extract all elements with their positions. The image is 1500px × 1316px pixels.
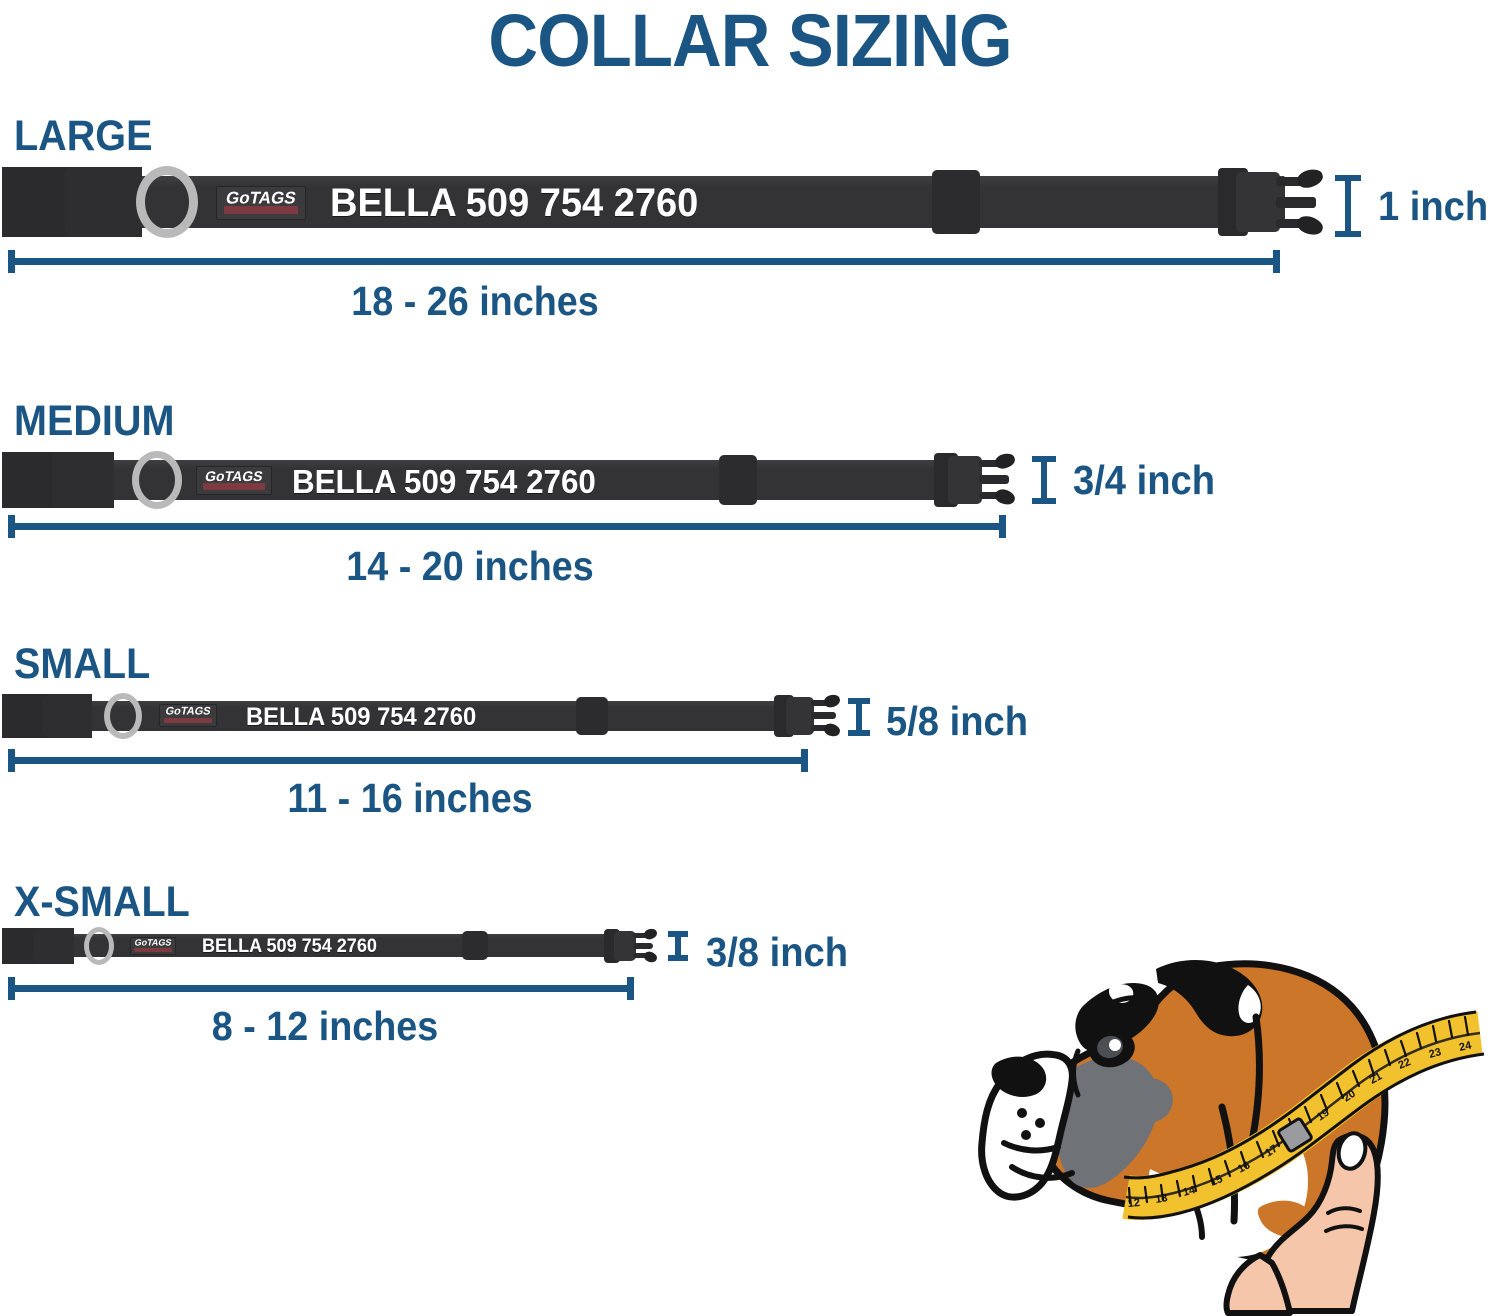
- d-ring: [104, 693, 142, 739]
- svg-text:17: 17: [1263, 1143, 1280, 1160]
- height-marker-large: [1335, 175, 1361, 237]
- height-text-small: 5/8 inch: [886, 698, 1028, 744]
- size-label-large: LARGE: [14, 112, 153, 160]
- logo-tags-text: TAGS: [223, 467, 265, 484]
- collar-xsmall: GoTAGS BELLA 509 754 2760: [0, 926, 660, 966]
- height-marker-medium: [1032, 456, 1056, 504]
- dog-measuring-illustration: 24 23 22 21 20 19 18 17 16 15 14 13 12: [960, 955, 1500, 1316]
- logo-underline: [202, 483, 266, 490]
- logo-underline: [164, 717, 212, 723]
- height-text-large: 1 inch: [1378, 183, 1489, 229]
- collar-engraving-medium: BELLA 509 754 2760: [292, 463, 596, 500]
- buckle-female: [2, 928, 74, 964]
- logo-tags-text: TAGS: [179, 705, 212, 718]
- svg-text:20: 20: [1341, 1088, 1358, 1105]
- svg-text:12: 12: [1127, 1197, 1140, 1210]
- collar-adjuster-slider: [462, 931, 488, 960]
- length-dimension-line-medium: [8, 515, 1006, 538]
- length-dimension-line-large: [8, 250, 1280, 273]
- svg-text:21: 21: [1368, 1070, 1384, 1086]
- collar-adjuster-slider: [576, 697, 608, 735]
- buckle-female: [2, 167, 142, 237]
- collar-engraving-small: BELLA 509 754 2760: [246, 703, 477, 731]
- length-dimension-line-small: [8, 749, 808, 772]
- buckle-male: [604, 926, 659, 966]
- collar-engraving-large: BELLA 509 754 2760: [330, 181, 699, 225]
- buckle-female: [2, 452, 114, 508]
- gotags-logo-patch: GoTAGS: [159, 704, 217, 727]
- svg-text:22: 22: [1397, 1056, 1413, 1072]
- logo-underline: [134, 947, 172, 952]
- buckle-male: [774, 691, 842, 741]
- svg-text:16: 16: [1236, 1159, 1252, 1175]
- d-ring: [132, 451, 182, 509]
- svg-text:19: 19: [1315, 1107, 1332, 1124]
- svg-text:14: 14: [1182, 1184, 1198, 1199]
- length-text-medium: 14 - 20 inches: [346, 543, 594, 589]
- d-ring: [84, 927, 114, 965]
- height-text-medium: 3/4 inch: [1073, 457, 1215, 503]
- size-label-xsmall: X-SMALL: [14, 878, 190, 926]
- size-label-medium: MEDIUM: [14, 397, 175, 445]
- page-title: COLLAR SIZING: [488, 0, 1012, 82]
- gotags-logo-patch: GoTAGS: [196, 466, 272, 495]
- length-text-xsmall: 8 - 12 inches: [211, 1003, 439, 1049]
- gotags-logo-patch: GoTAGS: [216, 186, 306, 220]
- collar-adjuster-slider: [719, 455, 757, 505]
- collar-engraving-xsmall: BELLA 509 754 2760: [202, 936, 377, 957]
- collar-strap: [26, 701, 808, 731]
- collar-strap: [34, 460, 974, 500]
- height-text-xsmall: 3/8 inch: [706, 929, 848, 975]
- buckle-male: [934, 449, 1017, 511]
- collar-adjuster-slider: [932, 170, 980, 234]
- svg-text:23: 23: [1428, 1046, 1443, 1061]
- d-ring: [136, 166, 198, 238]
- svg-text:24: 24: [1458, 1039, 1473, 1054]
- height-marker-small: [848, 698, 870, 736]
- collar-large: GoTAGS BELLA 509 754 2760: [0, 164, 1325, 240]
- buckle-male: [1218, 164, 1325, 240]
- height-marker-xsmall: [668, 931, 688, 961]
- collar-medium: GoTAGS BELLA 509 754 2760: [0, 451, 1017, 509]
- gotags-logo-patch: GoTAGS: [130, 937, 176, 955]
- logo-tags-text: TAGS: [146, 937, 173, 948]
- length-text-small: 11 - 16 inches: [287, 775, 533, 821]
- buckle-female: [2, 694, 92, 738]
- length-text-large: 18 - 26 inches: [351, 278, 599, 324]
- size-label-small: SMALL: [14, 640, 151, 688]
- logo-tags-text: TAGS: [247, 188, 298, 208]
- svg-text:13: 13: [1154, 1192, 1168, 1206]
- length-dimension-line-xsmall: [8, 977, 634, 1000]
- collar-small: GoTAGS BELLA 509 754 2760: [0, 691, 842, 741]
- logo-underline: [224, 206, 298, 214]
- svg-text:15: 15: [1209, 1173, 1225, 1189]
